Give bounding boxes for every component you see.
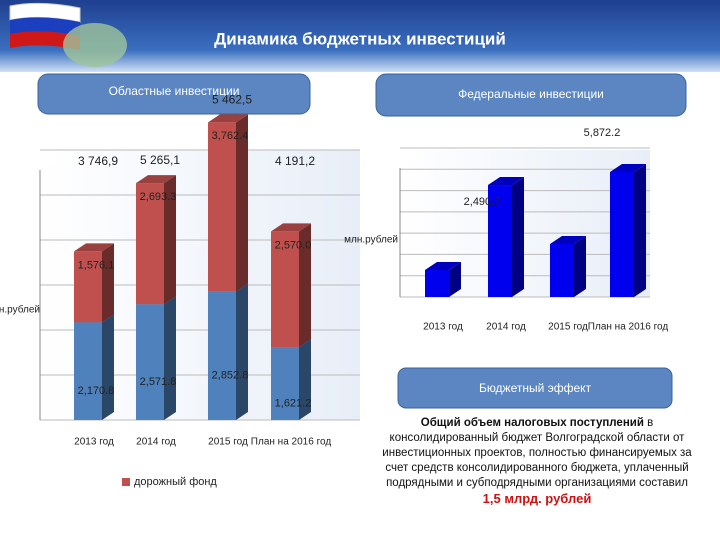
lead: Общий объем налоговых поступлений <box>420 417 644 429</box>
bar <box>550 243 574 297</box>
bar-side <box>236 283 248 420</box>
x-tick-label: План на 2016 год <box>588 322 669 333</box>
data-label: 1,621.2 <box>275 397 312 409</box>
body: в консолидированный бюджет Волгоградской… <box>382 417 692 489</box>
bar-side <box>512 177 524 297</box>
button-label[interactable]: Бюджетный эффект <box>479 381 592 395</box>
button[interactable] <box>397 367 673 409</box>
back-wall <box>400 150 650 297</box>
flag <box>9 2 127 67</box>
bar-top <box>425 261 461 270</box>
bar <box>271 231 299 348</box>
bar <box>74 251 102 323</box>
effect-text: Общий объем налоговых поступлений в конс… <box>382 416 692 508</box>
data-label: 2,490.7 <box>464 196 501 208</box>
y-axis-label: млн.рублей <box>0 304 40 316</box>
button[interactable] <box>375 73 687 117</box>
data-label: 5,872.2 <box>584 127 621 139</box>
bar-side <box>102 314 114 420</box>
bar-side <box>299 339 311 420</box>
title: Динамика бюджетных инвестиций <box>214 29 506 48</box>
amount: 1,5 млрд. рублей <box>482 491 592 506</box>
bar-side <box>102 243 114 323</box>
x-tick-label: 2015 год <box>208 437 248 448</box>
data-label: 2,571.8 <box>140 376 177 388</box>
x-tick-label: План на 2016 год <box>251 437 332 448</box>
bar-side <box>299 223 311 348</box>
data-label: 2,570.0 <box>275 239 312 251</box>
x-tick-label: 2014 год <box>486 322 526 333</box>
total-label: 3 746,9 <box>78 154 118 168</box>
button[interactable] <box>37 73 311 115</box>
button-label[interactable]: Областные инвестиции <box>109 84 240 98</box>
bar <box>610 172 634 297</box>
bar-top <box>488 177 524 186</box>
bar <box>136 304 164 420</box>
bar-top <box>136 175 176 184</box>
bar <box>271 347 299 420</box>
bar <box>488 185 512 297</box>
bar-top <box>550 235 586 244</box>
bar-side <box>449 261 461 297</box>
bar <box>208 291 236 420</box>
legend-swatch <box>122 478 130 486</box>
data-label: 2,852.8 <box>212 370 249 382</box>
data-label: 2,693.3 <box>140 191 177 203</box>
bar-top <box>74 243 114 252</box>
bar <box>208 122 236 292</box>
data-label: 3,762.4 <box>212 130 249 142</box>
legend-label: дорожный фонд <box>134 476 217 488</box>
bar <box>74 322 102 420</box>
x-tick-label: 2015 год <box>548 322 588 333</box>
x-tick-label: 2013 год <box>423 322 463 333</box>
y-axis-label: млн.рублей <box>344 234 398 246</box>
button-label[interactable]: Федеральные инвестиции <box>458 87 604 101</box>
bar-side <box>236 114 248 292</box>
bar-side <box>634 164 646 297</box>
x-tick-label: 2013 год <box>74 437 114 448</box>
total-label: 5 462,5 <box>212 92 252 106</box>
bar-top <box>610 164 646 173</box>
x-tick-label: 2014 год <box>136 437 176 448</box>
bar <box>425 269 449 297</box>
bar-side <box>164 296 176 420</box>
total-label: 5 265,1 <box>140 153 180 167</box>
data-label: 1,576.1 <box>78 259 115 271</box>
bar-top <box>271 223 311 232</box>
total-label: 4 191,2 <box>275 154 315 168</box>
bar-side <box>164 175 176 305</box>
bar-side <box>574 235 586 297</box>
data-label: 2,170.8 <box>78 385 115 397</box>
bar <box>136 183 164 305</box>
bar-top <box>208 114 248 123</box>
